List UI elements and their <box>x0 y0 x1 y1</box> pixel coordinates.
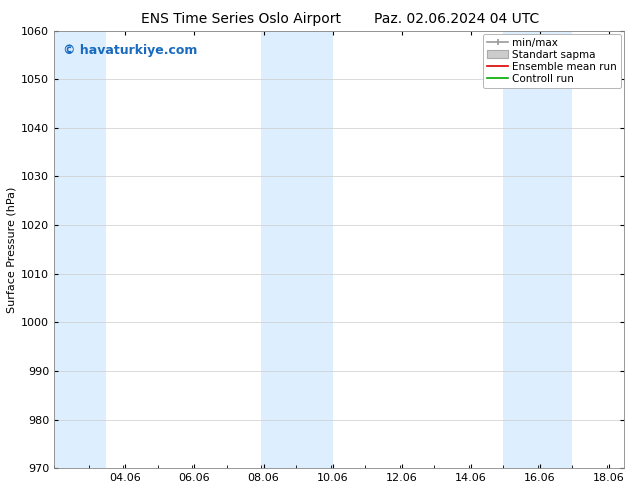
Text: Paz. 02.06.2024 04 UTC: Paz. 02.06.2024 04 UTC <box>374 12 539 26</box>
Y-axis label: Surface Pressure (hPa): Surface Pressure (hPa) <box>7 186 17 313</box>
Legend: min/max, Standart sapma, Ensemble mean run, Controll run: min/max, Standart sapma, Ensemble mean r… <box>483 34 621 88</box>
Bar <box>503 30 573 468</box>
Bar <box>261 30 333 468</box>
Bar <box>54 30 106 468</box>
Text: ENS Time Series Oslo Airport: ENS Time Series Oslo Airport <box>141 12 341 26</box>
Text: © havaturkiye.com: © havaturkiye.com <box>63 44 197 57</box>
